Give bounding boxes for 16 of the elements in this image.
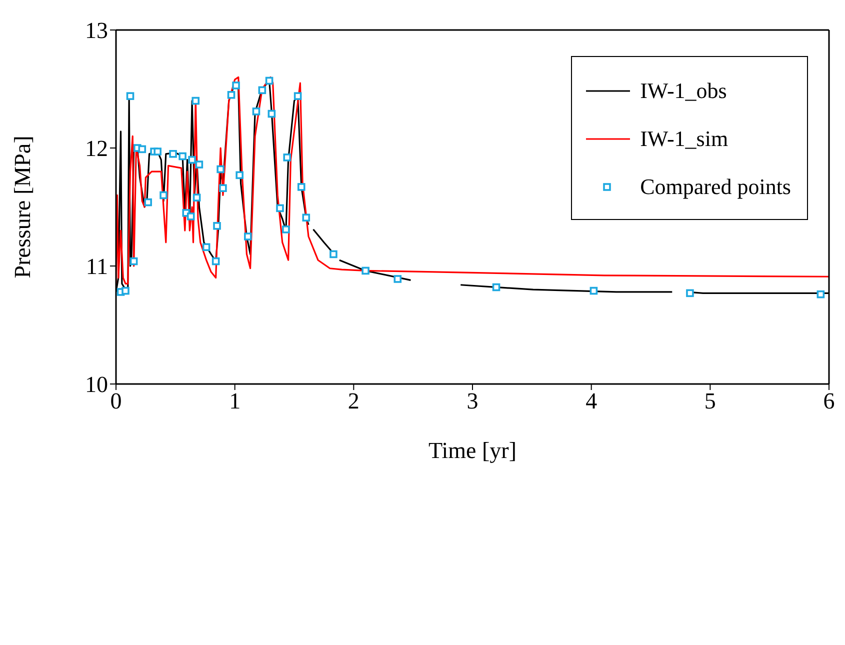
y-tick-label: 13 xyxy=(85,18,108,44)
x-tick-label: 6 xyxy=(823,388,835,414)
legend-label: IW-1_obs xyxy=(640,78,727,104)
x-tick-label: 4 xyxy=(586,388,598,414)
x-tick-label: 3 xyxy=(466,388,478,414)
legend-label: Compared points xyxy=(640,174,791,200)
y-tick-label: 11 xyxy=(86,254,108,280)
x-axis-title: Time [yr] xyxy=(428,438,516,463)
x-tick-label: 1 xyxy=(229,388,241,414)
x-tick-label: 5 xyxy=(704,388,716,414)
legend-label: IW-1_sim xyxy=(640,126,728,152)
y-axis-title: Pressure [MPa] xyxy=(10,136,36,278)
x-tick-label: 2 xyxy=(348,388,360,414)
y-tick-label: 12 xyxy=(85,136,108,162)
y-tick-label: 10 xyxy=(85,372,108,398)
x-tick-label: 0 xyxy=(110,388,122,414)
